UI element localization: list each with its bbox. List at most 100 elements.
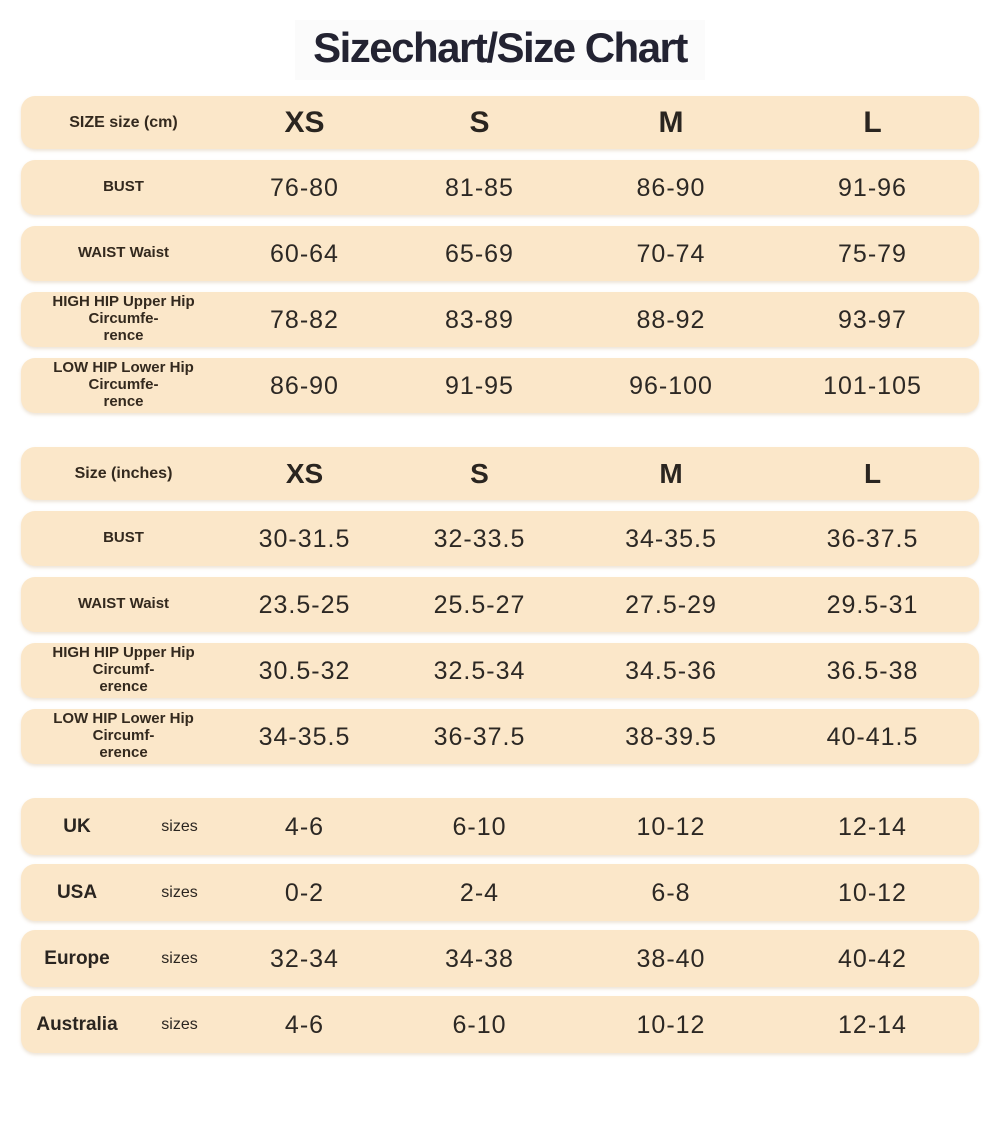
- cell-value: 86-90: [636, 173, 706, 202]
- row-label-line1: HIGH HIP Upper Hip Circumfe-: [52, 293, 195, 328]
- cell-value: 12-14: [838, 1010, 907, 1039]
- cell-value: 91-96: [838, 173, 907, 202]
- cell-value: 38-39.5: [625, 722, 717, 751]
- cell-value: 4-6: [284, 812, 325, 841]
- table-row-lowhip-inches: LOW HIP Lower Hip Circumf-erence 34-35.5…: [21, 709, 979, 764]
- cell-value: 6-10: [452, 812, 507, 841]
- table-row-bust-inches: BUST 30-31.5 32-33.5 34-35.5 36-37.5: [21, 511, 979, 566]
- region-unit: sizes: [161, 1015, 198, 1033]
- row-label: LOW HIP Lower Hip Circumfe-rence: [21, 359, 226, 410]
- cell-value: 75-79: [838, 239, 907, 268]
- title-bar: Sizechart/Size Chart: [0, 0, 1000, 96]
- table-row-highhip-cm: HIGH HIP Upper Hip Circumfe-rence 78-82 …: [21, 292, 979, 347]
- column-header-m: M: [658, 105, 684, 139]
- row-label-line2: erence: [99, 677, 148, 695]
- region-unit: sizes: [161, 949, 198, 967]
- column-header-l: L: [863, 105, 882, 139]
- table-row-lowhip-cm: LOW HIP Lower Hip Circumfe-rence 86-90 9…: [21, 358, 979, 413]
- table-unit-label: Size (inches): [74, 464, 173, 482]
- page-title: Sizechart/Size Chart: [295, 20, 705, 80]
- row-label: BUST: [103, 178, 144, 196]
- cell-value: 29.5-31: [826, 590, 919, 619]
- row-label: WAIST Waist: [77, 595, 170, 613]
- table-row-bust-cm: BUST 76-80 81-85 86-90 91-96: [21, 160, 979, 215]
- cell-value: 10-12: [636, 1010, 706, 1039]
- table-row-uk: UK sizes 4-6 6-10 10-12 12-14: [21, 798, 979, 855]
- cell-value: 101-105: [823, 371, 922, 400]
- region-name: Europe: [44, 947, 110, 969]
- row-label: UK sizes: [21, 816, 226, 838]
- cell-value: 10-12: [838, 878, 907, 907]
- cell-value: 34-38: [445, 944, 514, 973]
- cell-value: 40-41.5: [826, 722, 919, 751]
- column-header-m: M: [659, 457, 683, 489]
- cell-value: 34.5-36: [625, 656, 717, 685]
- column-header-l: L: [863, 457, 882, 489]
- row-label: LOW HIP Lower Hip Circumf-erence: [21, 710, 226, 761]
- cell-value: 23.5-25: [258, 590, 351, 619]
- row-label: BUST: [103, 529, 144, 547]
- cell-value: 81-85: [445, 173, 514, 202]
- cell-value: 34-35.5: [258, 722, 351, 751]
- column-header-xs: XS: [284, 105, 325, 139]
- table-row-highhip-inches: HIGH HIP Upper Hip Circumf-erence 30.5-3…: [21, 643, 979, 698]
- cell-value: 65-69: [445, 239, 514, 268]
- cell-value: 32-33.5: [433, 524, 526, 553]
- cell-value: 12-14: [838, 812, 907, 841]
- cell-value: 10-12: [636, 812, 706, 841]
- cell-value: 2-4: [459, 878, 500, 907]
- row-label-line1: LOW HIP Lower Hip Circumfe-: [53, 359, 194, 394]
- row-label-line2: rence: [103, 392, 144, 410]
- cell-value: 25.5-27: [433, 590, 526, 619]
- column-header-s: S: [469, 105, 490, 139]
- size-chart-tables: SIZE size (cm) XS S M L BUST 76-80 81-85…: [21, 96, 979, 1053]
- cell-value: 76-80: [270, 173, 339, 202]
- table-unit-label: SIZE size (cm): [69, 113, 178, 131]
- region-unit: sizes: [161, 817, 198, 835]
- cell-value: 91-95: [445, 371, 514, 400]
- cell-value: 86-90: [270, 371, 339, 400]
- region-name: Australia: [36, 1013, 118, 1035]
- row-label: Europe sizes: [21, 948, 226, 970]
- row-label: USA sizes: [21, 882, 226, 904]
- cell-value: 78-82: [270, 305, 339, 334]
- cell-value: 27.5-29: [625, 590, 717, 619]
- cell-value: 36.5-38: [826, 656, 919, 685]
- row-label-line2: erence: [99, 743, 148, 761]
- row-label-line1: HIGH HIP Upper Hip Circumf-: [52, 644, 195, 679]
- table-row-australia: Australia sizes 4-6 6-10 10-12 12-14: [21, 996, 979, 1053]
- row-label-line2: rence: [103, 326, 144, 344]
- cell-value: 30.5-32: [258, 656, 351, 685]
- cell-value: 40-42: [838, 944, 907, 973]
- cell-value: 88-92: [636, 305, 706, 334]
- region-unit: sizes: [161, 883, 198, 901]
- column-header-xs: XS: [285, 457, 324, 489]
- size-table-cm: SIZE size (cm) XS S M L BUST 76-80 81-85…: [21, 96, 979, 413]
- cell-value: 38-40: [636, 944, 706, 973]
- row-label: WAIST Waist: [77, 244, 170, 262]
- row-label: Australia sizes: [21, 1014, 226, 1036]
- cell-value: 60-64: [270, 239, 339, 268]
- cell-value: 36-37.5: [433, 722, 526, 751]
- column-header-s: S: [470, 457, 489, 489]
- cell-value: 32.5-34: [433, 656, 526, 685]
- size-table-inches: Size (inches) XS S M L BUST 30-31.5 32-3…: [21, 447, 979, 764]
- cell-value: 0-2: [284, 878, 325, 907]
- cell-value: 70-74: [636, 239, 706, 268]
- cell-value: 96-100: [629, 371, 713, 400]
- row-label: HIGH HIP Upper Hip Circumfe-rence: [21, 293, 226, 344]
- region-name: UK: [63, 815, 91, 837]
- cell-value: 4-6: [284, 1010, 325, 1039]
- row-label-line1: LOW HIP Lower Hip Circumf-: [53, 710, 194, 745]
- header-row-cm: SIZE size (cm) XS S M L: [21, 96, 979, 149]
- region-name: USA: [56, 881, 98, 903]
- table-row-usa: USA sizes 0-2 2-4 6-8 10-12: [21, 864, 979, 921]
- cell-value: 6-8: [651, 878, 691, 907]
- cell-value: 32-34: [270, 944, 339, 973]
- cell-value: 30-31.5: [258, 524, 351, 553]
- cell-value: 34-35.5: [625, 524, 717, 553]
- cell-value: 36-37.5: [826, 524, 919, 553]
- table-row-waist-cm: WAIST Waist 60-64 65-69 70-74 75-79: [21, 226, 979, 281]
- international-size-table: UK sizes 4-6 6-10 10-12 12-14 USA sizes …: [21, 798, 979, 1053]
- cell-value: 93-97: [838, 305, 907, 334]
